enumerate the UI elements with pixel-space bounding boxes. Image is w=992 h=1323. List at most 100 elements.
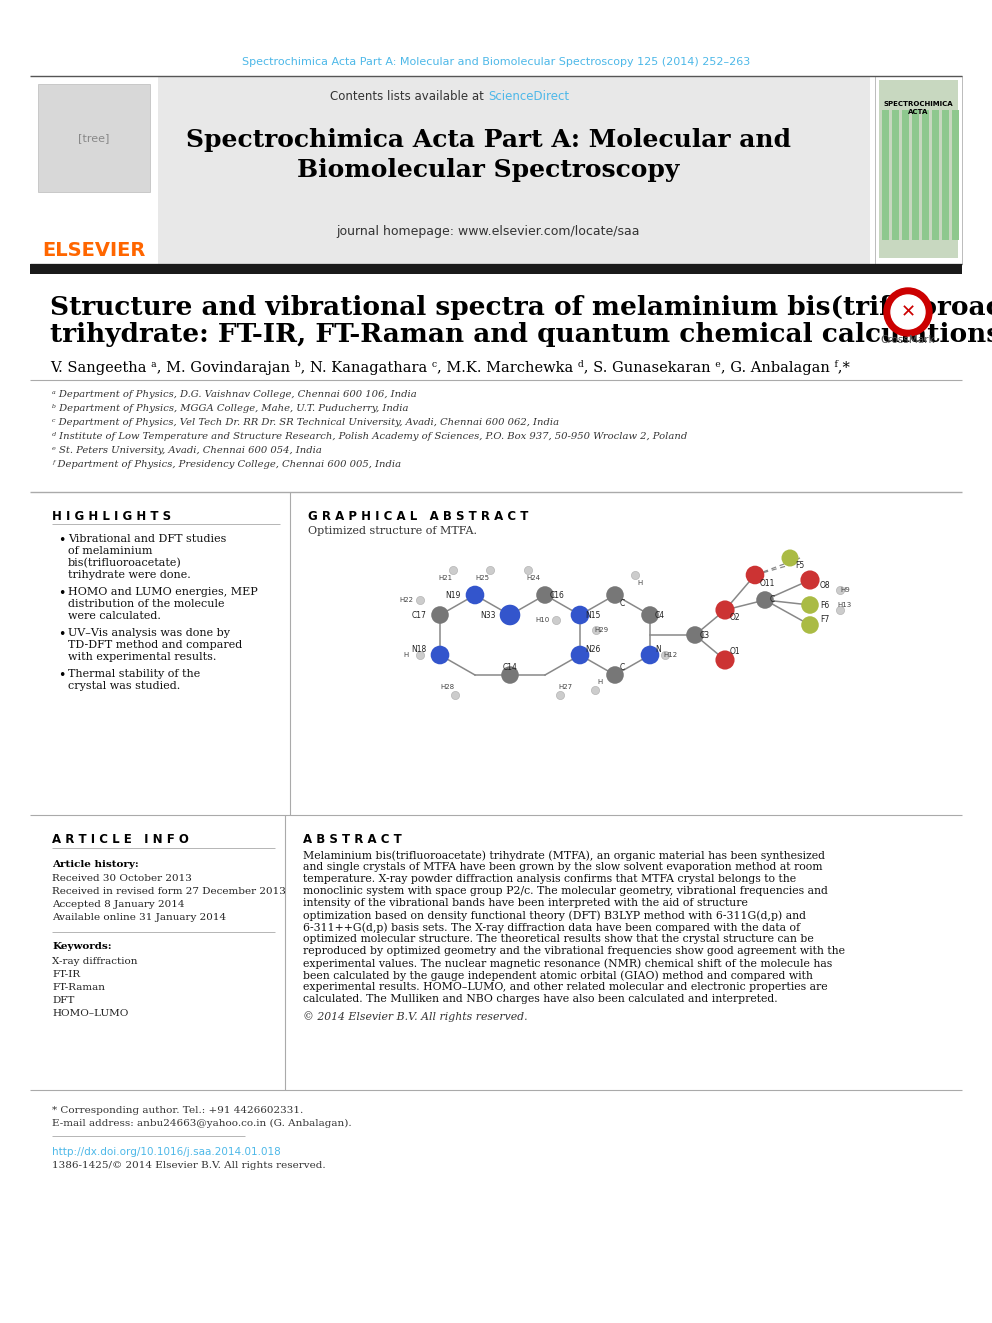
Text: temperature. X-ray powder diffraction analysis confirms that MTFA crystal belong: temperature. X-ray powder diffraction an… — [303, 875, 797, 884]
Text: of melaminium: of melaminium — [68, 546, 153, 556]
Text: SPECTROCHIMICA
ACTA: SPECTROCHIMICA ACTA — [883, 102, 952, 115]
Point — [747, 565, 763, 586]
Text: H24: H24 — [526, 576, 540, 581]
Text: [tree]: [tree] — [78, 134, 110, 143]
Text: •: • — [58, 669, 65, 681]
Text: calculated. The Mulliken and NBO charges have also been calculated and interpret: calculated. The Mulliken and NBO charges… — [303, 994, 778, 1004]
Text: UV–Vis analysis was done by: UV–Vis analysis was done by — [68, 628, 230, 638]
Text: X-ray diffraction: X-ray diffraction — [52, 957, 138, 966]
Bar — [882, 110, 889, 239]
Bar — [30, 75, 870, 265]
Text: experimental results. HOMO–LUMO, and other related molecular and electronic prop: experimental results. HOMO–LUMO, and oth… — [303, 982, 827, 992]
Text: Optimized structure of MTFA.: Optimized structure of MTFA. — [308, 527, 477, 536]
Text: F7: F7 — [820, 615, 829, 624]
Text: were calculated.: were calculated. — [68, 611, 161, 620]
Text: intensity of the vibrational bands have been interpreted with the aid of structu: intensity of the vibrational bands have … — [303, 898, 748, 908]
Text: H12: H12 — [663, 652, 678, 658]
Text: ᵉ St. Peters University, Avadi, Chennai 600 054, India: ᵉ St. Peters University, Avadi, Chennai … — [52, 446, 321, 455]
Point — [587, 680, 603, 701]
Text: ✕: ✕ — [901, 303, 916, 321]
Text: C: C — [620, 663, 625, 672]
Text: crystal was studied.: crystal was studied. — [68, 681, 181, 691]
Point — [607, 664, 623, 685]
Point — [537, 585, 553, 606]
Text: •: • — [58, 587, 65, 601]
Text: bis(trifluoroacetate): bis(trifluoroacetate) — [68, 558, 182, 569]
Text: Melaminium bis(trifluoroacetate) trihydrate (MTFA), an organic material has been: Melaminium bis(trifluoroacetate) trihydr… — [303, 849, 825, 860]
Point — [642, 644, 658, 665]
Text: ᵇ Department of Physics, MGGA College, Mahe, U.T. Puducherry, India: ᵇ Department of Physics, MGGA College, M… — [52, 404, 409, 413]
Text: H I G H L I G H T S: H I G H L I G H T S — [52, 509, 172, 523]
Text: Available online 31 January 2014: Available online 31 January 2014 — [52, 913, 226, 922]
Text: and single crystals of MTFA have been grown by the slow solvent evaporation meth: and single crystals of MTFA have been gr… — [303, 863, 822, 872]
Point — [502, 605, 518, 626]
Point — [642, 605, 658, 626]
Text: N15: N15 — [585, 610, 600, 619]
Text: Contents lists available at: Contents lists available at — [330, 90, 488, 102]
Point — [588, 619, 604, 640]
Point — [757, 590, 773, 611]
Text: C: C — [620, 598, 625, 607]
Text: ᶠ Department of Physics, Presidency College, Chennai 600 005, India: ᶠ Department of Physics, Presidency Coll… — [52, 460, 401, 468]
Text: HOMO–LUMO: HOMO–LUMO — [52, 1009, 128, 1017]
Text: F6: F6 — [820, 601, 829, 610]
Point — [657, 644, 673, 665]
Point — [717, 599, 733, 620]
Text: N33: N33 — [480, 610, 496, 619]
Text: distribution of the molecule: distribution of the molecule — [68, 599, 224, 609]
Text: Spectrochimica Acta Part A: Molecular and
Biomolecular Spectroscopy: Spectrochimica Acta Part A: Molecular an… — [186, 128, 791, 183]
Point — [687, 624, 703, 646]
Point — [482, 560, 498, 581]
Point — [553, 684, 568, 705]
Text: C16: C16 — [550, 590, 564, 599]
Text: ELSEVIER: ELSEVIER — [43, 241, 146, 259]
Text: Received in revised form 27 December 2013: Received in revised form 27 December 201… — [52, 886, 286, 896]
Bar — [30, 75, 158, 265]
Text: reproduced by optimized geometry and the vibrational frequencies show good agree: reproduced by optimized geometry and the… — [303, 946, 845, 957]
Text: Vibrational and DFT studies: Vibrational and DFT studies — [68, 534, 226, 544]
Bar — [892, 110, 899, 239]
Text: E-mail address: anbu24663@yahoo.co.in (G. Anbalagan).: E-mail address: anbu24663@yahoo.co.in (G… — [52, 1119, 351, 1129]
Text: trihydrate were done.: trihydrate were done. — [68, 570, 190, 579]
Text: C17: C17 — [411, 610, 426, 619]
Text: F5: F5 — [795, 561, 805, 570]
Bar — [879, 79, 958, 258]
Bar — [902, 110, 909, 239]
Text: experimental values. The nuclear magnetic resonance (NMR) chemical shift of the : experimental values. The nuclear magneti… — [303, 958, 832, 968]
Bar — [942, 110, 949, 239]
Point — [548, 610, 563, 631]
Point — [467, 585, 483, 606]
Text: H: H — [638, 579, 643, 586]
Text: © 2014 Elsevier B.V. All rights reserved.: © 2014 Elsevier B.V. All rights reserved… — [303, 1011, 528, 1021]
Text: H13: H13 — [838, 602, 852, 609]
Text: O1: O1 — [730, 647, 741, 656]
Text: H: H — [597, 679, 602, 685]
Bar — [38, 83, 150, 192]
Point — [502, 664, 518, 685]
Text: C14: C14 — [503, 663, 518, 672]
Text: C: C — [770, 595, 776, 605]
Point — [412, 644, 428, 665]
Bar — [932, 110, 939, 239]
Text: A R T I C L E   I N F O: A R T I C L E I N F O — [52, 833, 188, 845]
Text: H27: H27 — [558, 684, 572, 691]
Text: O2: O2 — [730, 614, 741, 623]
Text: Structure and vibrational spectra of melaminium bis(trifluoroacetate): Structure and vibrational spectra of mel… — [50, 295, 992, 320]
Text: •: • — [58, 534, 65, 546]
Text: FT-Raman: FT-Raman — [52, 983, 105, 992]
Text: optimized molecular structure. The theoretical results show that the crystal str: optimized molecular structure. The theor… — [303, 934, 813, 945]
Text: N18: N18 — [411, 646, 426, 655]
Text: ᵈ Institute of Low Temperature and Structure Research, Polish Academy of Science: ᵈ Institute of Low Temperature and Struc… — [52, 433, 687, 441]
Text: optimization based on density functional theory (DFT) B3LYP method with 6-311G(d: optimization based on density functional… — [303, 910, 806, 921]
Text: H29: H29 — [594, 627, 608, 632]
Point — [717, 650, 733, 671]
Text: H22: H22 — [399, 597, 413, 603]
Text: H: H — [404, 652, 409, 658]
Point — [782, 548, 798, 569]
Text: Accepted 8 January 2014: Accepted 8 January 2014 — [52, 900, 185, 909]
Point — [447, 684, 463, 705]
Text: G R A P H I C A L   A B S T R A C T: G R A P H I C A L A B S T R A C T — [308, 509, 529, 523]
Text: N26: N26 — [585, 646, 600, 655]
Text: V. Sangeetha ᵃ, M. Govindarajan ᵇ, N. Kanagathara ᶜ, M.K. Marchewka ᵈ, S. Gunase: V. Sangeetha ᵃ, M. Govindarajan ᵇ, N. Ka… — [50, 360, 850, 374]
Point — [832, 579, 848, 601]
